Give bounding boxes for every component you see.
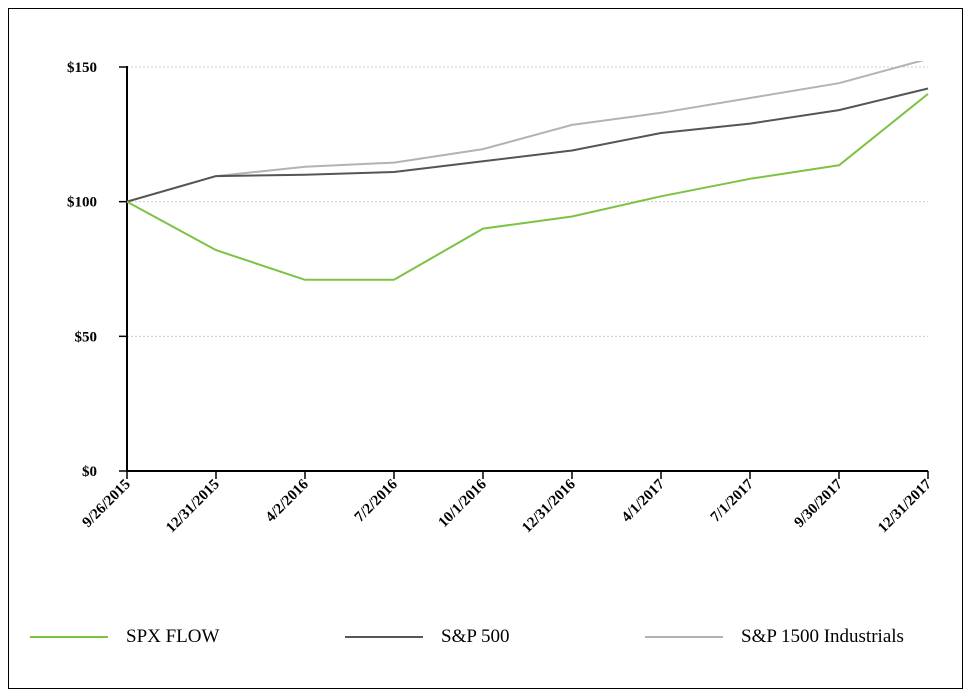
x-tick-label: 12/31/2017 [875, 476, 935, 536]
axes [126, 66, 928, 472]
series-line-s-p-500 [126, 87, 929, 203]
x-tick-label: 9/26/2015 [79, 477, 133, 531]
series-lines [126, 61, 929, 281]
legend-swatch-sp1500-industrials [645, 636, 723, 638]
x-tick-label: 12/31/2015 [163, 477, 223, 537]
gridlines [127, 66, 928, 337]
series-line-s-p-1500-industrials [126, 61, 925, 203]
x-axis-ticks: 9/26/2015 12/31/2015 4/2/2016 7/2/2016 10/1/… [79, 471, 935, 536]
series-line-spx-flow [126, 93, 929, 281]
legend-label-sp1500-industrials: S&P 1500 Industrials [741, 626, 904, 647]
legend-swatch-sp500 [345, 636, 423, 638]
x-tick-label: 9/30/2017 [791, 476, 846, 531]
chart-frame [8, 8, 963, 689]
x-tick-label: 7/2/2016 [352, 476, 401, 525]
y-axis-ticks: $0 $50 $100 $150 [67, 60, 127, 480]
legend: SPX FLOW S&P 500 S&P 1500 Industrials [0, 622, 970, 652]
x-tick-label: 4/2/2016 [263, 476, 312, 525]
legend-label-sp500: S&P 500 [441, 626, 510, 647]
legend-swatch-spx-flow [30, 636, 108, 638]
legend-item-sp1500-industrials: S&P 1500 Industrials [645, 622, 904, 652]
x-tick-label: 7/1/2017 [708, 476, 757, 525]
x-tick-label: 10/1/2016 [435, 476, 490, 531]
legend-item-sp500: S&P 500 [345, 622, 509, 652]
y-tick-label: $50 [75, 329, 98, 345]
y-tick-label: $100 [67, 195, 97, 211]
legend-item-spx-flow: SPX FLOW [30, 622, 219, 652]
x-tick-label: 4/1/2017 [619, 476, 668, 525]
y-tick-label: $0 [82, 464, 97, 480]
y-tick-label: $150 [67, 60, 97, 76]
x-tick-label: 12/31/2016 [519, 476, 579, 536]
legend-label-spx-flow: SPX FLOW [126, 626, 220, 647]
